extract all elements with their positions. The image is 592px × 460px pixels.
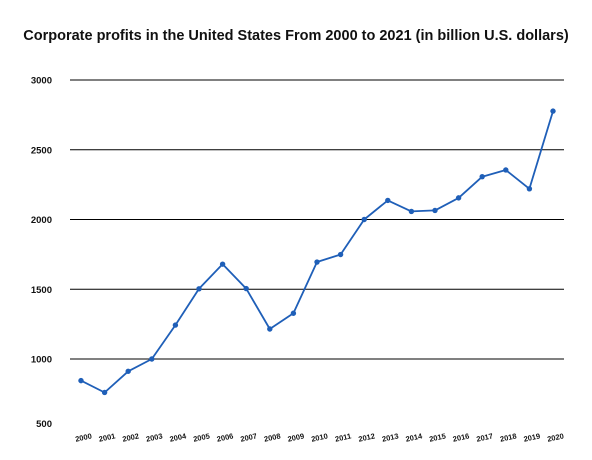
data-point-2006 <box>219 261 226 267</box>
x-tick-label: 2005 <box>192 431 210 443</box>
data-line <box>80 110 554 394</box>
x-tick-label: 2019 <box>523 431 541 443</box>
data-point-2001 <box>101 389 108 396</box>
y-tick-label: 2000 <box>31 215 52 226</box>
data-point-2002 <box>125 368 131 374</box>
x-tick-label: 2012 <box>358 431 376 443</box>
x-tick-label: 2003 <box>145 431 163 443</box>
x-tick-label: 2001 <box>98 431 116 443</box>
x-tick-label: 2014 <box>405 431 424 443</box>
x-tick-label: 2004 <box>169 431 188 443</box>
y-tick-label: 1500 <box>31 285 52 296</box>
data-point-2000 <box>78 377 84 384</box>
x-tick-label: 2000 <box>74 431 92 443</box>
x-tick-label: 2020 <box>546 431 564 443</box>
y-tick-label: 3000 <box>31 76 52 87</box>
x-tick-label: 2011 <box>334 431 352 443</box>
data-point-2007 <box>243 285 249 292</box>
data-point-2015 <box>432 207 438 214</box>
y-tick-label: 500 <box>36 419 52 430</box>
data-point-2013 <box>385 197 391 204</box>
data-point-2020 <box>550 108 556 114</box>
y-axis-ticks: 3000 2500 2000 1500 1000 500 <box>31 76 52 431</box>
x-tick-label: 2006 <box>216 431 234 443</box>
data-point-2017 <box>479 173 485 180</box>
y-tick-label: 2500 <box>31 145 52 156</box>
x-tick-label: 2013 <box>381 431 399 443</box>
series-line <box>80 110 554 394</box>
x-tick-label: 2008 <box>263 431 281 443</box>
data-point-2003 <box>149 356 155 362</box>
x-tick-label: 2009 <box>287 431 305 443</box>
series-points <box>78 108 556 396</box>
x-tick-label: 2010 <box>310 431 328 443</box>
data-point-2009 <box>290 310 297 316</box>
data-point-2004 <box>172 322 179 328</box>
data-point-2008 <box>267 326 273 332</box>
gridlines <box>70 79 564 360</box>
data-point-2018 <box>503 167 509 173</box>
x-tick-label: 2018 <box>499 431 517 443</box>
x-tick-label: 2002 <box>122 431 140 443</box>
data-point-2019 <box>526 186 533 192</box>
data-point-2010 <box>314 259 320 265</box>
data-point-2012 <box>361 216 367 223</box>
y-tick-label: 1000 <box>31 355 52 366</box>
data-point-2011 <box>337 251 344 258</box>
data-point-2014 <box>408 208 415 215</box>
x-tick-label: 2016 <box>452 431 470 443</box>
x-tick-label: 2017 <box>476 431 494 443</box>
x-tick-label: 2015 <box>428 431 446 443</box>
chart-title: Corporate profits in the United States F… <box>23 28 569 44</box>
data-point-2005 <box>196 286 202 292</box>
x-axis-ticks: 2000 2001 2002 2003 2004 2005 2006 2007 2008 2009… <box>74 431 564 443</box>
data-point-2016 <box>455 195 462 201</box>
x-tick-label: 2007 <box>240 431 258 443</box>
